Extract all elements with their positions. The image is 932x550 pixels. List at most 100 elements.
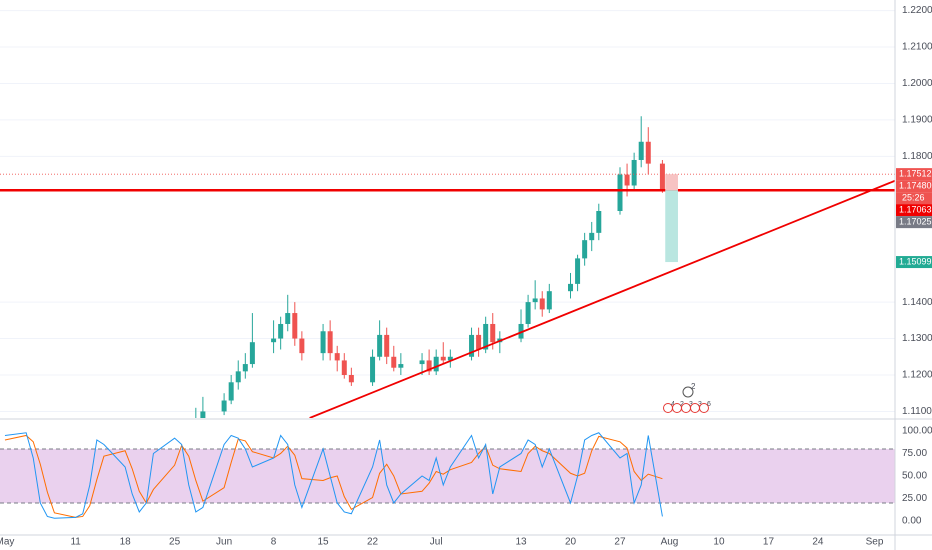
price-tag	[896, 204, 932, 217]
event-count: 3	[689, 401, 693, 408]
candle-body	[469, 334, 475, 357]
x-tick-label: Jul	[430, 537, 443, 548]
y-tick-label: 1.11000	[902, 406, 932, 417]
y-tick-label: 0.00	[902, 516, 922, 527]
x-tick-label: 10	[713, 537, 725, 548]
candle-body	[631, 159, 637, 186]
price-pane: 24 2 3 3 6	[0, 10, 895, 445]
candle-body	[518, 323, 524, 339]
candle-body	[271, 338, 277, 343]
x-tick-label: 8	[271, 537, 277, 548]
candle-body	[377, 334, 383, 357]
y-tick-label: 1.14000	[902, 297, 932, 308]
y-tick-label: 1.12000	[902, 370, 932, 381]
candle-body	[398, 364, 404, 368]
candle-body	[370, 356, 376, 383]
candle-body	[242, 364, 248, 372]
x-tick-label: Aug	[661, 537, 679, 548]
band	[0, 448, 895, 503]
x-tick-label: 17	[763, 537, 775, 548]
price-tag	[896, 180, 932, 193]
candle-body	[228, 382, 234, 401]
candle-body	[490, 323, 496, 343]
price-tag	[896, 168, 932, 181]
x-tick-label: 22	[367, 537, 379, 548]
candle-body	[348, 374, 354, 383]
x-tick-label: 27	[614, 537, 626, 548]
target-zone	[665, 190, 678, 263]
candle-body	[249, 342, 255, 365]
x-tick-label: Jun	[216, 537, 232, 548]
x-tick-label: 13	[515, 537, 527, 548]
candle-body	[483, 323, 489, 350]
candle-body	[532, 298, 538, 303]
candle-body	[193, 419, 198, 445]
x-tick-label: 15	[318, 537, 330, 548]
axes: 1.22000 1.21000 1.20000 1.19000 1.18000 1.140…	[0, 5, 932, 548]
candle-body	[327, 331, 333, 354]
candle-body	[334, 353, 340, 361]
x-tick-label: 11	[70, 537, 81, 548]
candle-body	[589, 232, 595, 241]
stochastic-pane	[0, 432, 895, 519]
candle-body	[426, 360, 432, 372]
x-tick-label: May	[0, 537, 14, 548]
candle-body	[285, 313, 291, 324]
y-tick-label: 75.00	[902, 448, 927, 459]
candle-body	[278, 323, 284, 339]
candle-body	[447, 356, 453, 361]
price-tag	[896, 216, 932, 229]
price-tag-label: 1.17025	[899, 216, 932, 226]
price-tag-label: 1.17063	[899, 204, 932, 214]
candle-body	[476, 334, 482, 350]
x-tick-label: 20	[565, 537, 577, 548]
countdown-tag	[896, 192, 932, 205]
candle-body	[235, 371, 241, 383]
candle-body	[582, 240, 588, 259]
x-tick-label: 24	[812, 537, 824, 548]
event-count: 4	[671, 401, 675, 408]
event-icon	[682, 386, 694, 398]
candle-body	[299, 338, 305, 354]
y-tick-label: 1.19000	[902, 115, 932, 126]
event-count: 6	[707, 401, 711, 408]
y-tick-label: 1.22000	[902, 5, 932, 16]
y-tick-label: 50.00	[902, 471, 927, 482]
candle-body	[568, 283, 574, 292]
x-tick-label: 25	[169, 537, 181, 548]
y-tick-label: 1.21000	[902, 42, 932, 53]
candle-body	[221, 400, 227, 412]
candle-body	[384, 334, 390, 357]
stochastic-line	[4, 432, 663, 519]
trend-line	[309, 179, 895, 418]
x-tick-label: Sep	[866, 537, 884, 548]
event-icon	[699, 403, 709, 413]
candle-body	[341, 360, 347, 375]
candle-body	[546, 291, 552, 310]
candle-body	[596, 211, 602, 233]
candle-body	[575, 258, 581, 284]
candle-body	[539, 298, 545, 310]
price-tag-label: 1.15099	[899, 256, 932, 266]
candle-body	[433, 356, 439, 372]
candle-body	[638, 141, 644, 160]
y-tick-label: 25.00	[902, 493, 927, 504]
candle-body	[320, 331, 326, 354]
candle-body	[624, 174, 630, 186]
stop-zone	[665, 174, 678, 191]
event-count: 3	[698, 401, 702, 408]
candle-body	[440, 356, 446, 361]
price-tag	[896, 256, 932, 269]
y-tick-label: 1.13000	[902, 333, 932, 344]
y-tick-label: 100.00	[902, 426, 932, 437]
candle-body	[419, 360, 425, 365]
candle-body	[200, 411, 206, 418]
candle-body	[659, 163, 665, 191]
candle-body	[617, 174, 623, 212]
countdown: 25:26	[902, 192, 925, 202]
event-count: 2	[680, 401, 684, 408]
price-tag-label: 1.17512	[899, 168, 932, 178]
candle-body	[391, 356, 397, 368]
event-count: 2	[691, 382, 696, 391]
